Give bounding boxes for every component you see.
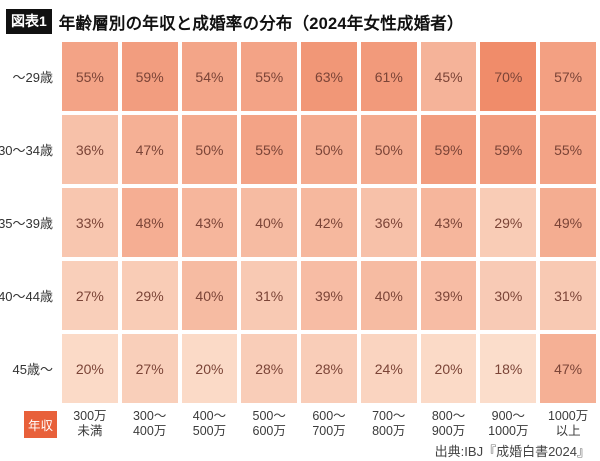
column-label-line: 600～ [312, 409, 346, 423]
heatmap-cell: 48% [121, 188, 178, 257]
column-label-line: 700万 [312, 423, 346, 438]
column-label-line: 900万 [431, 423, 466, 438]
heatmap-cell: 47% [121, 115, 178, 184]
column-label: 800～ 900万 [421, 407, 477, 441]
column-label: 400～ 500万 [182, 407, 238, 441]
column-label-line: 400～ [192, 409, 227, 423]
heatmap-cell: 40% [181, 261, 238, 330]
column-label-line: 500～ [252, 409, 286, 423]
heatmap-cell: 27% [121, 334, 178, 403]
heatmap-cell: 63% [301, 42, 357, 111]
row-label: 40～44歳 [0, 289, 53, 304]
heatmap-cell: 55% [241, 115, 298, 184]
heatmap-cell: 31% [540, 261, 596, 330]
column-label-line: 300～ [132, 409, 167, 423]
source-note: 出典:IBJ『成婚白書2024』 [434, 444, 590, 459]
heatmap-cell: 36% [62, 115, 118, 184]
heatmap-cell: 36% [360, 188, 417, 257]
heatmap-cell: 42% [301, 188, 357, 257]
heatmap-cell: 61% [360, 42, 417, 111]
heatmap-cell: 57% [540, 42, 596, 111]
heatmap-cell: 20% [62, 334, 118, 403]
heatmap-cell: 45% [420, 42, 477, 111]
heatmap-cell: 39% [420, 261, 477, 330]
heatmap-cell: 50% [301, 115, 357, 184]
heatmap-cell: 47% [540, 334, 596, 403]
heatmap-cell: 50% [181, 115, 238, 184]
heatmap-cell: 20% [181, 334, 238, 403]
column-label-line: 900～ [491, 409, 525, 423]
column-label-line: 1000万 [547, 409, 589, 423]
heatmap-cell: 29% [121, 261, 178, 330]
heatmap-cell: 49% [540, 188, 596, 257]
page-title: 年齢層別の年収と成婚率の分布（2024年女性成婚者） [58, 14, 464, 33]
heatmap-cell: 29% [480, 188, 537, 257]
heatmap-grid: ～29歳 55% 59% 54% 55% 63% 61% 45% 70% 57% 30～34歳 36%… [0, 42, 596, 441]
column-label: 900～ 1000万 [480, 407, 536, 441]
heatmap-cell: 33% [62, 188, 118, 257]
figure-badge: 図表1 [6, 9, 52, 34]
heatmap-cell: 39% [301, 261, 357, 330]
column-label-line: 400万 [132, 423, 167, 438]
heatmap-cell: 55% [540, 115, 596, 184]
heatmap-cell: 20% [420, 334, 477, 403]
heatmap-cell: 59% [420, 115, 477, 184]
heatmap-cell: 30% [480, 261, 537, 330]
row-label: ～29歳 [12, 70, 53, 85]
column-label-line: 500万 [192, 423, 227, 438]
column-label: 500～ 600万 [241, 407, 297, 441]
heatmap-cell: 27% [62, 261, 118, 330]
heatmap-cell: 59% [480, 115, 537, 184]
heatmap-cell: 55% [62, 42, 118, 111]
column-label-line: 以上 [555, 423, 581, 438]
heatmap-cell: 40% [360, 261, 417, 330]
chart-header: 図表1 年齢層別の年収と成婚率の分布（2024年女性成婚者） [0, 0, 600, 34]
column-label-line: 未満 [77, 423, 103, 438]
column-label: 700～ 800万 [361, 407, 417, 441]
column-label-line: 700～ [372, 409, 406, 423]
column-label-line: 800万 [372, 423, 406, 438]
row-label: 35～39歳 [0, 216, 53, 231]
row-label: 30～34歳 [0, 143, 53, 158]
heatmap-cell: 18% [480, 334, 537, 403]
column-label-line: 300万 [73, 409, 107, 423]
heatmap-cell: 59% [121, 42, 178, 111]
heatmap-cell: 70% [480, 42, 537, 111]
heatmap-cell: 24% [360, 334, 417, 403]
row-label: 45歳～ [12, 362, 53, 377]
column-label: 1000万 以上 [540, 407, 596, 441]
heatmap-cell: 54% [181, 42, 238, 111]
column-label: 300～ 400万 [122, 407, 178, 441]
heatmap-cell: 43% [181, 188, 238, 257]
column-label-line: 600万 [252, 423, 286, 438]
column-label-line: 800～ [431, 409, 466, 423]
heatmap-cell: 40% [241, 188, 298, 257]
income-axis-cell: 年収 [4, 407, 58, 441]
heatmap-cell: 28% [301, 334, 357, 403]
heatmap-cell: 31% [241, 261, 298, 330]
income-axis-badge: 年収 [23, 410, 57, 438]
heatmap-cell: 55% [241, 42, 298, 111]
column-label: 300万 未満 [62, 407, 118, 441]
heatmap-cell: 50% [360, 115, 417, 184]
column-label-line: 1000万 [488, 423, 529, 438]
column-label: 600～ 700万 [301, 407, 357, 441]
heatmap-cell: 28% [241, 334, 298, 403]
heatmap-cell: 43% [420, 188, 477, 257]
